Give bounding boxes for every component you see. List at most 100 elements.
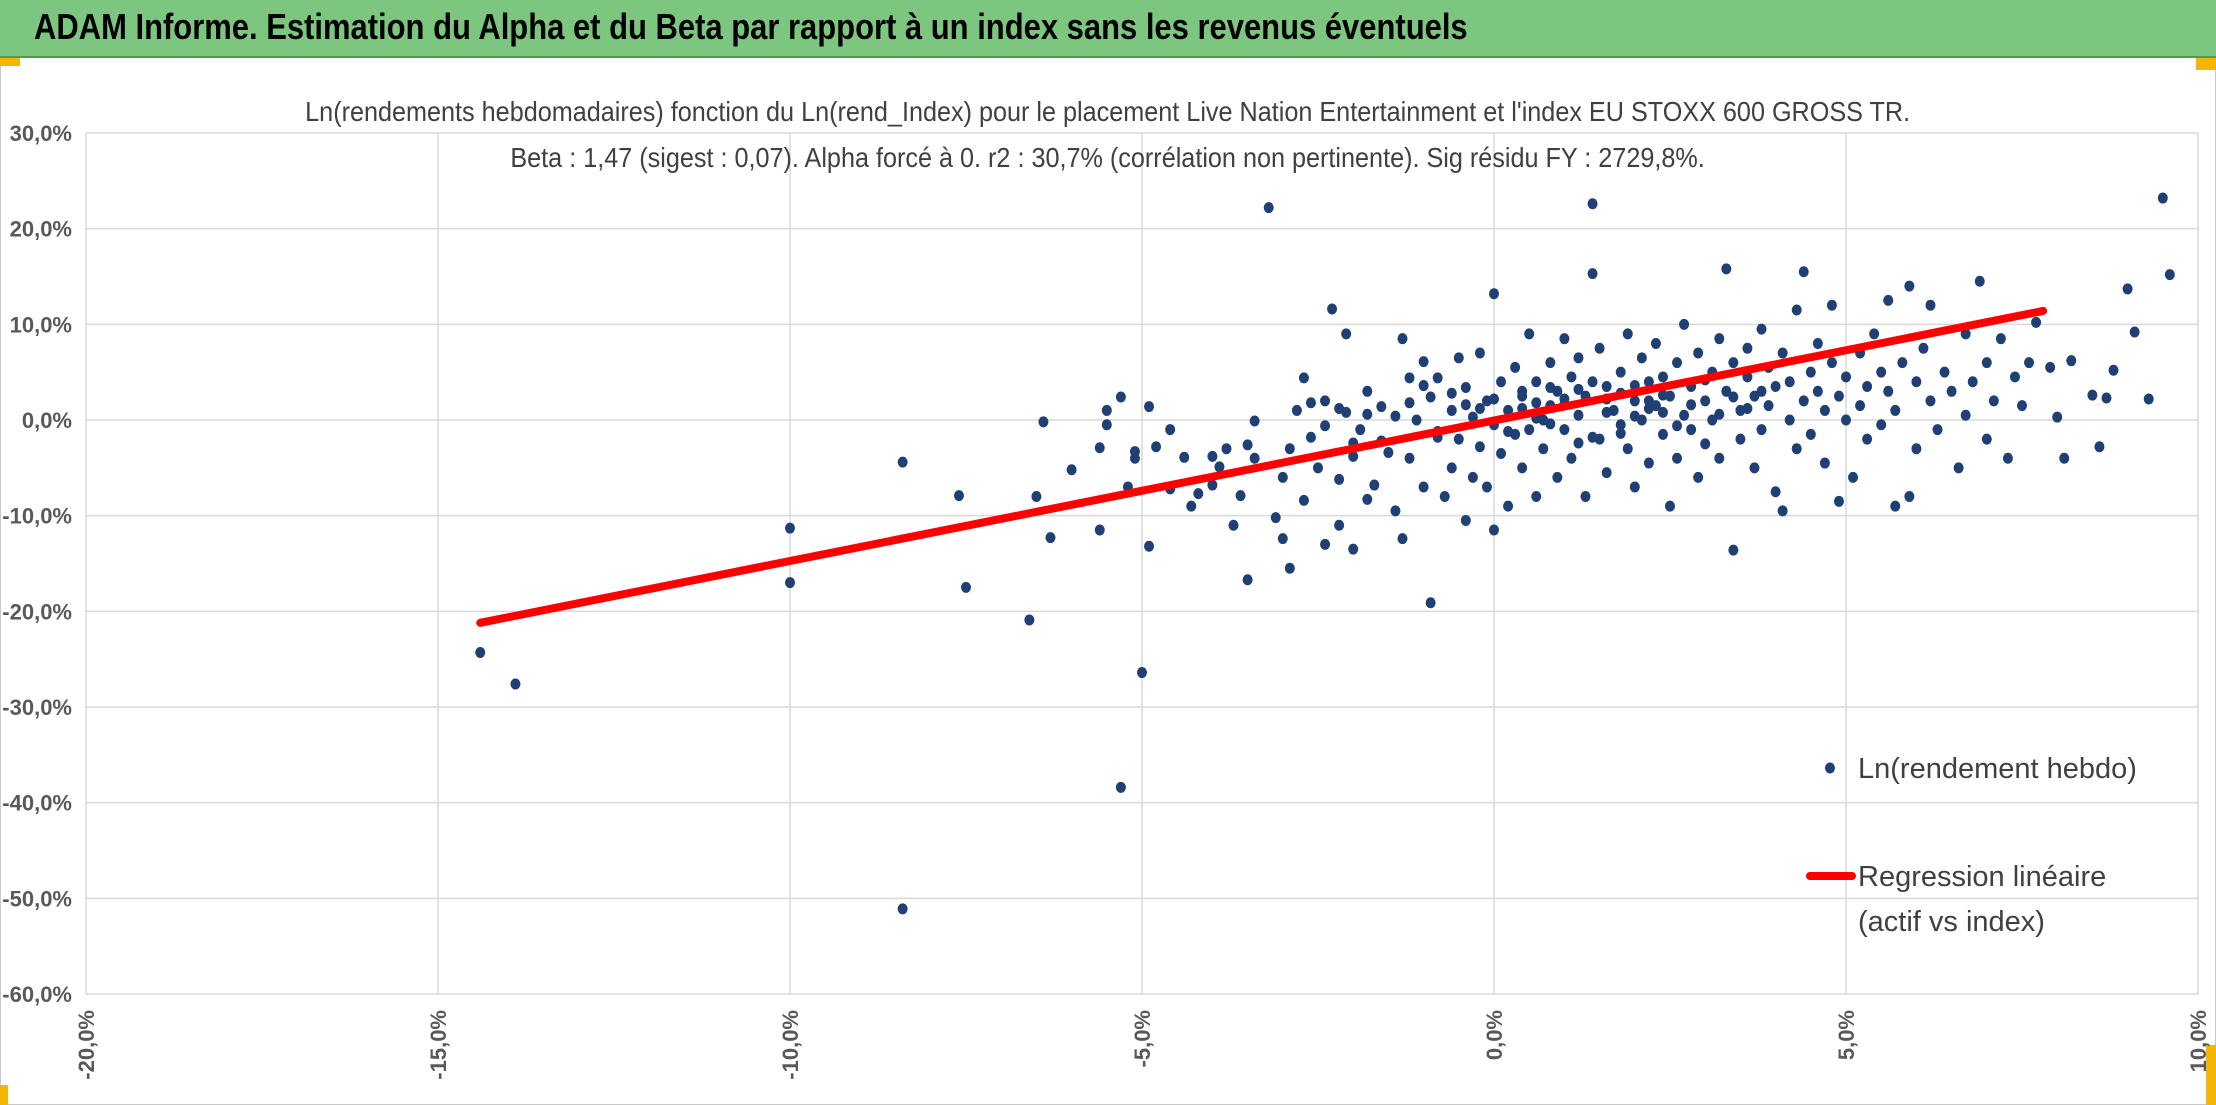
data-point xyxy=(1531,397,1542,409)
data-point xyxy=(1531,491,1542,503)
data-point xyxy=(1770,381,1781,393)
data-point xyxy=(1362,493,1373,505)
data-point xyxy=(2017,400,2027,412)
data-point xyxy=(1313,462,1323,474)
data-point xyxy=(1144,401,1155,413)
data-point xyxy=(1812,385,1823,397)
data-point xyxy=(1756,424,1767,436)
data-point xyxy=(1383,447,1394,459)
data-point xyxy=(1045,532,1056,544)
data-point xyxy=(1686,399,1697,411)
y-tick-label: -30,0% xyxy=(2,695,72,720)
data-point xyxy=(1946,385,1957,397)
data-point xyxy=(1763,400,1774,412)
data-point xyxy=(1503,425,1514,437)
data-point xyxy=(1235,490,1246,502)
data-point xyxy=(1115,391,1126,403)
data-point xyxy=(1418,380,1429,392)
y-tick-label: -60,0% xyxy=(2,982,72,1007)
data-point xyxy=(1918,342,1929,354)
data-point xyxy=(1094,442,1105,454)
axes: 30,0% 20,0% 10,0% 0,0% -10,0% -20,0% -30,0% -40… xyxy=(2,121,2211,1080)
data-point xyxy=(1911,443,1922,455)
data-point xyxy=(1679,318,1690,330)
data-point xyxy=(1791,304,1802,316)
data-point xyxy=(1496,447,1507,459)
data-point xyxy=(1397,333,1408,345)
data-point xyxy=(1812,337,1823,349)
data-point xyxy=(1587,198,1598,210)
data-point xyxy=(1960,328,1971,340)
data-point xyxy=(1411,414,1422,426)
data-point xyxy=(1777,505,1788,517)
report-title: ADAM Informe. Estimation du Alpha et du … xyxy=(34,6,1468,47)
data-point xyxy=(2157,192,2168,204)
data-point xyxy=(1129,452,1140,464)
data-point xyxy=(1629,395,1640,407)
data-point xyxy=(1826,357,1837,369)
data-point xyxy=(1841,414,1851,426)
data-point xyxy=(1284,443,1295,455)
data-point xyxy=(1460,381,1471,393)
data-point xyxy=(1284,562,1295,574)
data-point xyxy=(2031,316,2042,328)
data-point xyxy=(1911,376,1922,388)
data-point xyxy=(1657,389,1668,401)
data-point xyxy=(1094,524,1105,536)
data-point xyxy=(1137,667,1147,679)
data-point xyxy=(2108,364,2119,376)
data-point xyxy=(1418,481,1429,493)
data-point xyxy=(1841,371,1851,383)
data-point xyxy=(1826,299,1837,311)
regression-line xyxy=(476,306,2048,627)
report-banner: ADAM Informe. Estimation du Alpha et du … xyxy=(0,0,2216,58)
data-point xyxy=(897,903,908,915)
data-point xyxy=(1425,597,1436,609)
data-point xyxy=(1348,450,1359,462)
y-tick-label: -10,0% xyxy=(2,504,72,529)
data-point xyxy=(1805,366,1816,378)
legend-label-regression-2: (actif vs index) xyxy=(1858,906,2045,938)
data-point xyxy=(1481,481,1492,493)
data-point xyxy=(1277,533,1288,545)
data-point xyxy=(1862,381,1873,393)
data-point xyxy=(1474,441,1485,453)
data-point xyxy=(1418,356,1429,368)
data-point xyxy=(1890,404,1901,416)
data-point xyxy=(1714,333,1725,345)
data-point xyxy=(1587,376,1598,388)
data-point xyxy=(1249,452,1260,464)
data-point xyxy=(1601,406,1612,418)
data-point xyxy=(1334,473,1345,485)
data-point xyxy=(953,490,964,502)
x-tick-label: -10,0% xyxy=(778,1010,803,1080)
y-tick-label: 30,0% xyxy=(10,121,72,146)
data-point xyxy=(1686,424,1697,436)
data-point xyxy=(1869,328,1880,340)
data-point xyxy=(1545,381,1556,393)
data-point xyxy=(1742,403,1753,415)
data-point xyxy=(1207,450,1218,462)
data-point xyxy=(1390,410,1401,422)
data-point xyxy=(1291,404,1302,416)
data-point xyxy=(1101,404,1112,416)
data-point xyxy=(1573,437,1584,449)
data-point xyxy=(1749,462,1760,474)
data-point xyxy=(1770,486,1781,498)
data-point xyxy=(1397,533,1408,545)
data-point xyxy=(1305,431,1316,443)
y-tick-label: 20,0% xyxy=(10,217,72,242)
data-point xyxy=(2066,355,2077,367)
data-point xyxy=(1728,544,1739,556)
data-point xyxy=(1672,452,1683,464)
data-point xyxy=(1777,347,1788,359)
data-point xyxy=(1805,428,1816,440)
data-point xyxy=(1988,395,1999,407)
data-point xyxy=(1214,461,1225,473)
data-point xyxy=(1320,395,1331,407)
data-point xyxy=(1615,366,1626,378)
data-point xyxy=(1981,357,1992,369)
data-point xyxy=(2143,393,2154,405)
data-point xyxy=(1756,385,1767,397)
